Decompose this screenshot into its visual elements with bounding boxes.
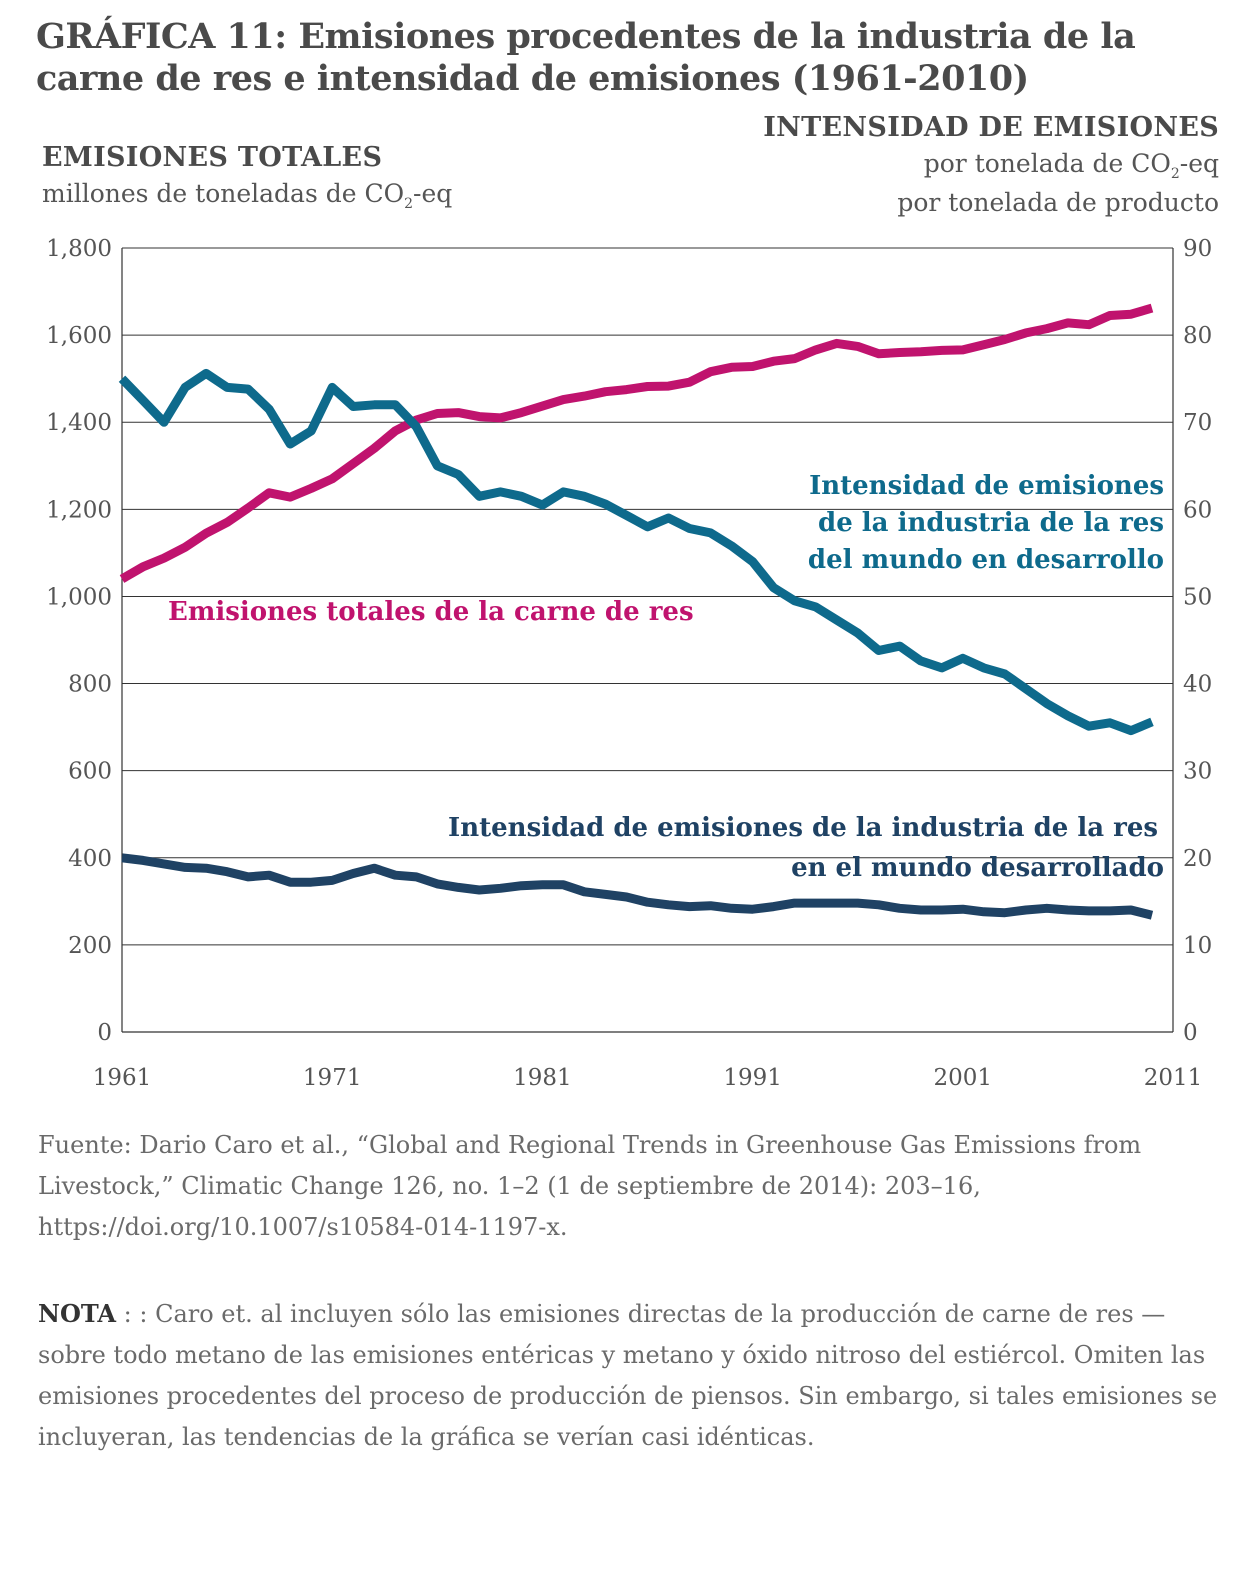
right-axis-caption: INTENSIDAD DE EMISIONES [763,112,1219,143]
y-left-tick-label: 200 [68,933,112,959]
y-right-tick-label: 60 [1183,497,1212,523]
left-axis-header: EMISIONES TOTALES millones de toneladas … [42,142,452,212]
left-axis-unit-subscript: 2 [404,196,414,212]
y-left-tick-label: 800 [68,672,112,698]
tick-labels: 0 0 200 10 400 20 600 30 800 40 1,000 50 1,200 60 1,40… [46,236,1212,1091]
y-left-tick-label: 1,600 [46,323,112,349]
x-tick-label: 1981 [513,1065,572,1091]
chart-title-text: Emisiones procedentes de la industria de… [36,16,1136,99]
series-developed-intensity-line [121,853,1154,920]
left-axis-caption: EMISIONES TOTALES [42,142,383,173]
left-axis-unit: millones de toneladas de CO2-eq [42,179,452,212]
right-axis-header: INTENSIDAD DE EMISIONES por tonelada de … [763,112,1219,217]
label-developing-intensity-line-1: Intensidad de emisiones [809,471,1164,501]
y-left-tick-label: 0 [97,1020,112,1046]
label-developed-intensity-line-1: Intensidad de emisiones de la industria … [448,813,1158,843]
right-axis-unit-line1: por tonelada de CO2-eq [763,149,1219,182]
y-left-tick-label: 1,000 [46,584,112,610]
grid-lines [122,247,1173,946]
chart-title-lead: GRÁFICA 11: [36,16,287,57]
label-developing-intensity-line-2: de la industria de la res [818,508,1164,538]
x-tick-label: 1991 [723,1065,782,1091]
y-right-tick-label: 30 [1183,759,1212,785]
label-developing-intensity-line-3: del mundo en desarrollo [808,545,1164,575]
y-left-tick-label: 600 [68,759,112,785]
y-right-tick-label: 20 [1183,846,1212,872]
right-axis-unit-line2: por tonelada de producto [897,188,1219,217]
y-right-tick-label: 10 [1183,933,1212,959]
label-total-emissions-line-1: Emisiones totales de la carne de res [168,597,694,627]
axis-lines [121,248,1174,1033]
x-tick-label: 1961 [93,1065,152,1091]
series-labels: Emisiones totales de la carne de res Inte… [168,471,1164,883]
y-left-tick-label: 1,200 [46,497,112,523]
left-axis-unit-suffix: -eq [413,179,453,208]
y-right-tick-label: 70 [1183,410,1212,436]
x-tick-label: 2001 [934,1065,993,1091]
y-right-tick-label: 90 [1183,236,1212,262]
right-axis-unit-subscript: 2 [1170,166,1180,182]
series-lines [118,303,1154,920]
note-body: : : Caro et. al incluyen sólo las emisio… [38,1300,1218,1451]
note-text: NOTA : : Caro et. al incluyen sólo las e… [38,1293,1218,1458]
y-left-tick-label: 400 [68,846,112,872]
y-right-tick-label: 80 [1183,323,1212,349]
series-developing-intensity-line [118,368,1154,736]
y-left-tick-label: 1,400 [46,410,112,436]
y-right-tick-label: 40 [1183,672,1212,698]
y-left-tick-label: 1,800 [46,236,112,262]
y-right-tick-label: 50 [1183,584,1212,610]
series-total-emissions-line [119,303,1154,583]
note-label: NOTA [38,1299,117,1328]
x-tick-label: 2011 [1144,1065,1203,1091]
line-chart: 0 0 200 10 400 20 600 30 800 40 1,000 50 1,200 60 1,40… [46,236,1212,1091]
source-text: Fuente: Dario Caro et al., “Global and R… [38,1131,1142,1241]
right-axis-unit-suffix: -eq [1179,149,1219,178]
y-right-tick-label: 0 [1183,1020,1198,1046]
left-axis-unit-prefix: millones de toneladas de CO [42,179,405,208]
chart-title: GRÁFICA 11: Emisiones procedentes de la … [36,16,1236,100]
label-developed-intensity-line-2: en el mundo desarrollado [791,853,1164,883]
right-axis-unit-prefix: por tonelada de CO [923,149,1171,178]
x-tick-label: 1971 [303,1065,362,1091]
